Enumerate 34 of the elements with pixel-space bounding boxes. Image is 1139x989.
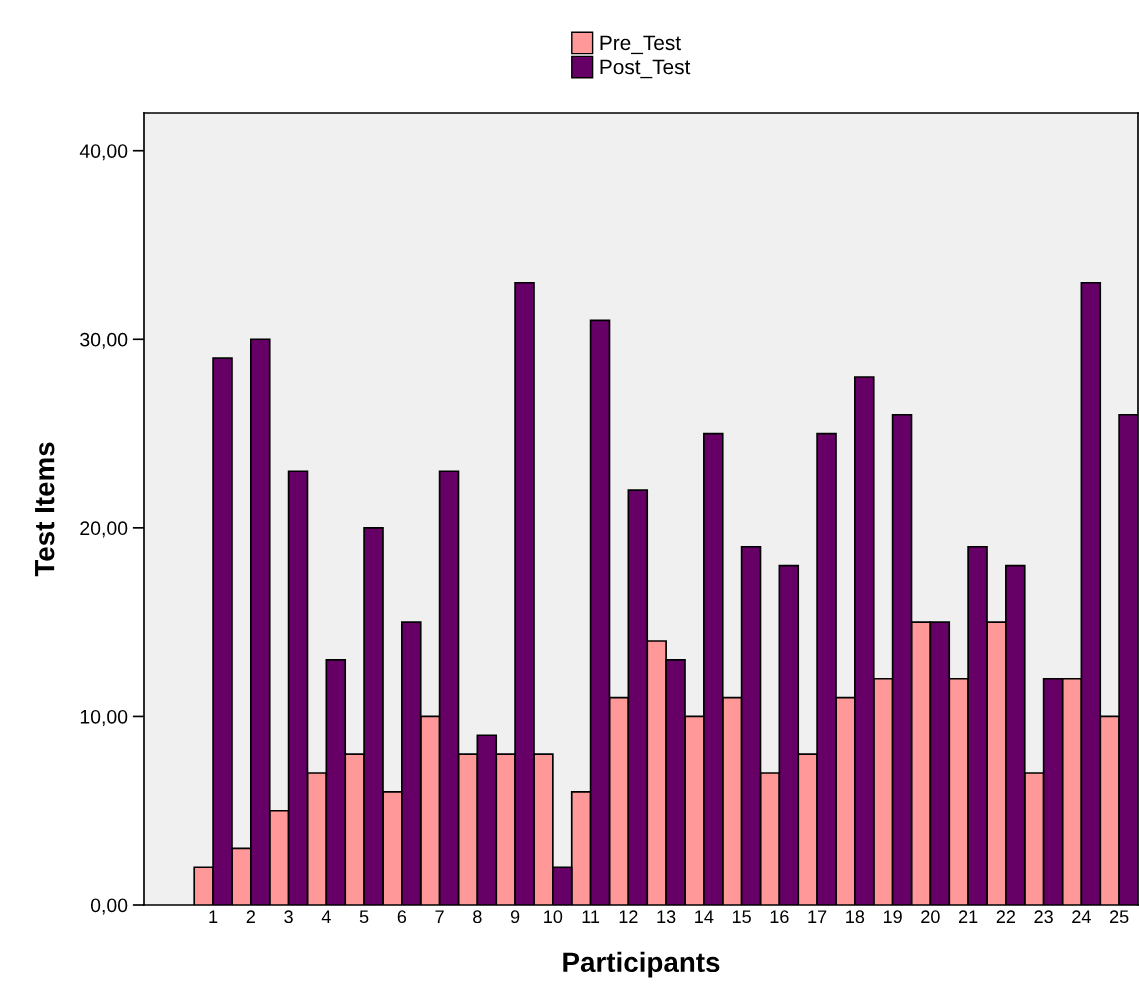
x-tick-label: 25 (1109, 910, 1129, 924)
x-tick-label: 21 (958, 910, 978, 923)
x-tick-label: 16 (770, 910, 789, 924)
x-tick-label: 18 (846, 910, 865, 924)
x-tick-label: 19 (883, 910, 902, 924)
x-axis-title: Participants (563, 951, 720, 978)
x-tick-label: 13 (657, 910, 676, 924)
x-tick-label: 20 (921, 910, 940, 924)
x-tick-label: 10 (544, 910, 563, 924)
x-tick-label: 1 (209, 910, 218, 923)
x-tick-label: 22 (996, 910, 1016, 923)
x-tick-label: 5 (359, 910, 369, 924)
y-axis-title: Test Items (35, 442, 55, 577)
legend-label: Pre_Test (600, 35, 681, 55)
y-tick-label: 30,00 (80, 332, 128, 349)
x-tick-label: 2 (246, 910, 255, 923)
x-tick-label: 8 (473, 910, 482, 924)
y-tick-label: 10,00 (80, 709, 128, 726)
y-tick-label: 20,00 (80, 521, 128, 538)
x-tick-label: 7 (435, 910, 444, 923)
x-tick-label: 11 (582, 910, 600, 923)
x-tick-label: 3 (284, 910, 293, 924)
y-tick-label: 0,00 (90, 898, 128, 915)
x-tick-label: 24 (1072, 910, 1091, 923)
x-tick-label: 17 (808, 910, 827, 923)
y-tick-label: 40,00 (79, 144, 128, 161)
legend-label: Post_Test (600, 59, 691, 79)
x-tick-label: 12 (619, 910, 638, 923)
x-tick-label: 23 (1034, 910, 1053, 924)
x-tick-label: 4 (321, 910, 331, 923)
x-tick-label: 9 (510, 910, 520, 924)
x-tick-label: 14 (695, 910, 714, 923)
x-tick-label: 6 (397, 910, 407, 924)
x-tick-label: 15 (732, 910, 751, 924)
